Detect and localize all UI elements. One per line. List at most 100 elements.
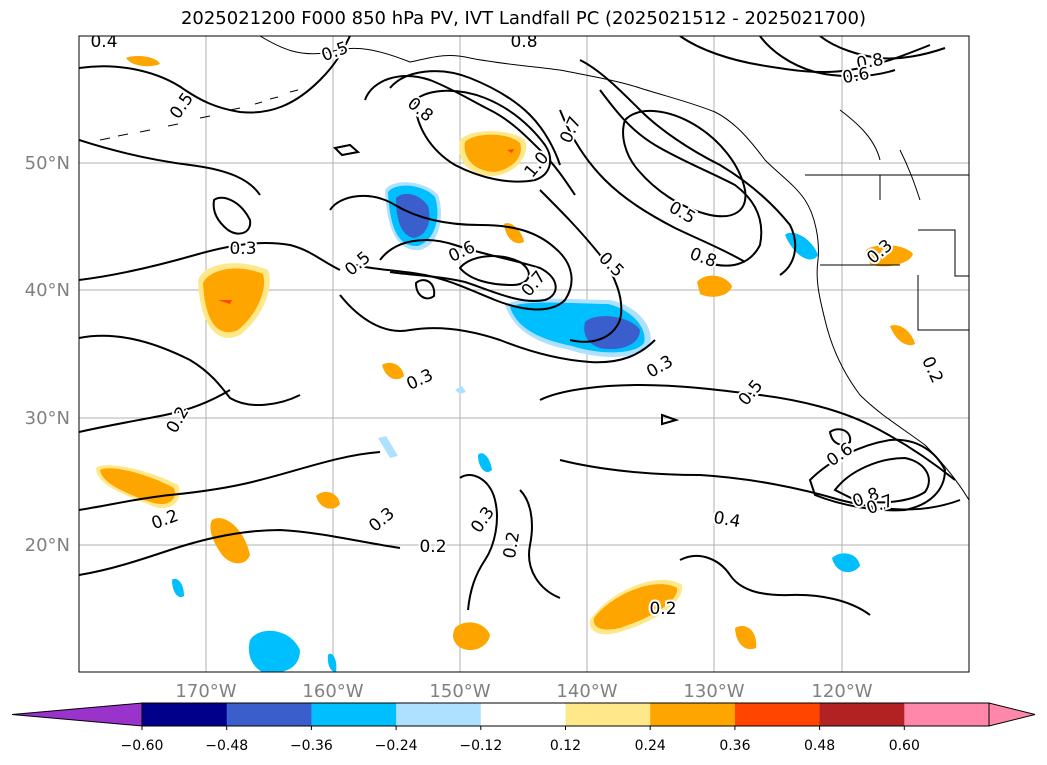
pv-pos-region <box>593 584 678 630</box>
ivt-contour <box>622 109 747 218</box>
contour-label: 0.2 <box>419 537 446 557</box>
pv-negative-shading <box>172 182 860 672</box>
colorbar-segment <box>396 703 482 726</box>
ivt-contour <box>79 36 351 114</box>
pv-pos-region <box>890 325 915 346</box>
colorbar-segment <box>311 703 397 726</box>
colorbar-extend-low <box>11 702 143 727</box>
ivt-contour <box>79 242 341 281</box>
map-frame <box>78 35 970 673</box>
pv-pos-region <box>697 275 732 297</box>
ivt-contour <box>679 555 871 616</box>
ivt-contour <box>389 70 561 166</box>
pv-neg-region <box>327 653 337 672</box>
colorbar-segment <box>734 703 821 726</box>
pv-pos-region <box>218 300 232 304</box>
contour-label: 0.6 <box>841 64 871 88</box>
ivt-contour <box>364 75 576 196</box>
ivt-contour <box>212 196 252 235</box>
colorbar-segment <box>904 703 990 726</box>
pv-pos-region <box>464 134 521 172</box>
contour-label: 0.3 <box>229 239 256 259</box>
colorbar-tick-label: 0.24 <box>635 738 666 754</box>
colorbar: −0.60 −0.48 −0.36 −0.24 −0.12 0.12 0.24 0.36 0.4… <box>11 702 1036 754</box>
latitude-label: 30°N <box>25 408 70 429</box>
longitude-label: 170°W <box>175 681 236 702</box>
pv-pos-region <box>735 626 757 650</box>
pv-pos-region <box>504 223 524 244</box>
ivt-contour <box>79 334 301 406</box>
longitude-label: 150°W <box>429 681 490 702</box>
colorbar-tick-label: −0.24 <box>375 738 418 754</box>
ivt-contour <box>819 36 946 60</box>
colorbar-extend-high <box>988 702 1036 727</box>
contour-label: 0.2 <box>649 599 676 619</box>
colorbar-tick-label: 0.48 <box>804 738 835 754</box>
longitude-label: 120°W <box>811 681 872 702</box>
ivt-contour <box>79 139 261 196</box>
contour-label: 0.8 <box>510 32 537 52</box>
ivt-contour <box>332 143 361 157</box>
ivt-contour <box>759 36 896 78</box>
pv-positive-shading <box>96 56 915 651</box>
pv-neg-region <box>478 453 492 473</box>
ivt-contour <box>808 438 947 512</box>
ivt-contour <box>539 189 623 343</box>
canada-interior-border <box>839 109 921 201</box>
map-panel <box>79 36 969 672</box>
colorbar-tick-label: −0.60 <box>121 738 164 754</box>
ivt-contour <box>79 528 401 576</box>
latitude-label: 20°N <box>25 535 70 556</box>
aleutian-islands <box>99 89 299 141</box>
ivt-contour <box>379 239 557 302</box>
colorbar-tick-label: −0.36 <box>290 738 333 754</box>
latitude-label: 40°N <box>25 280 70 301</box>
ivt-contour <box>413 89 552 183</box>
colorbar-tick-label: −0.48 <box>205 738 248 754</box>
pv-neg-region <box>455 386 466 394</box>
pv-pos-region <box>453 622 490 651</box>
ivt-contour <box>458 255 530 287</box>
pv-neg-region <box>248 630 300 672</box>
ivt-contour <box>79 389 231 433</box>
colorbar-segment <box>480 703 566 726</box>
colorbar-segment <box>226 703 312 726</box>
longitude-label: 130°W <box>683 681 744 702</box>
ivt-contour <box>79 451 381 511</box>
latitude-label: 50°N <box>25 153 70 174</box>
pv-neg-region <box>378 436 398 458</box>
colorbar-tick-label: 0.60 <box>889 738 920 754</box>
ivt-contour <box>459 473 498 611</box>
colorbar-segment <box>142 703 228 726</box>
longitude-label: 140°W <box>556 681 617 702</box>
ivt-contour <box>519 489 561 599</box>
ivt-contour <box>599 89 763 267</box>
colorbar-segment <box>819 703 905 726</box>
ivt-contour <box>579 59 797 276</box>
alaska-coastline <box>259 36 806 201</box>
colorbar-segment <box>650 703 736 726</box>
contour-label: 0.4 <box>90 32 117 52</box>
colorbar-segment <box>565 703 651 726</box>
ivt-contour <box>661 413 680 426</box>
pv-neg-region <box>785 232 818 260</box>
axis-labels: 170°W 160°W 150°W 140°W 130°W 120°W 50°N 40°N 30… <box>25 153 873 702</box>
colorbar-tick-label: −0.12 <box>459 738 502 754</box>
ivt-contour <box>339 294 656 364</box>
us-state-border <box>805 174 969 331</box>
pv-neg-region <box>396 193 430 238</box>
map-title: 2025021200 F000 850 hPa PV, IVT Landfall… <box>180 8 867 29</box>
pv-pos-region <box>100 468 175 505</box>
pv-pos-region <box>210 518 250 564</box>
pv-pos-region <box>316 491 340 509</box>
pv-pos-region <box>866 245 913 267</box>
pv-pos-region <box>126 56 160 67</box>
ivt-contour <box>414 279 436 300</box>
ivt-contour <box>559 109 746 263</box>
pv-pos-region <box>382 362 404 380</box>
longitude-label: 160°W <box>302 681 363 702</box>
colorbar-tick-label: 0.36 <box>719 738 750 754</box>
ivt-contour <box>833 456 930 504</box>
pv-pos-region <box>203 268 265 333</box>
